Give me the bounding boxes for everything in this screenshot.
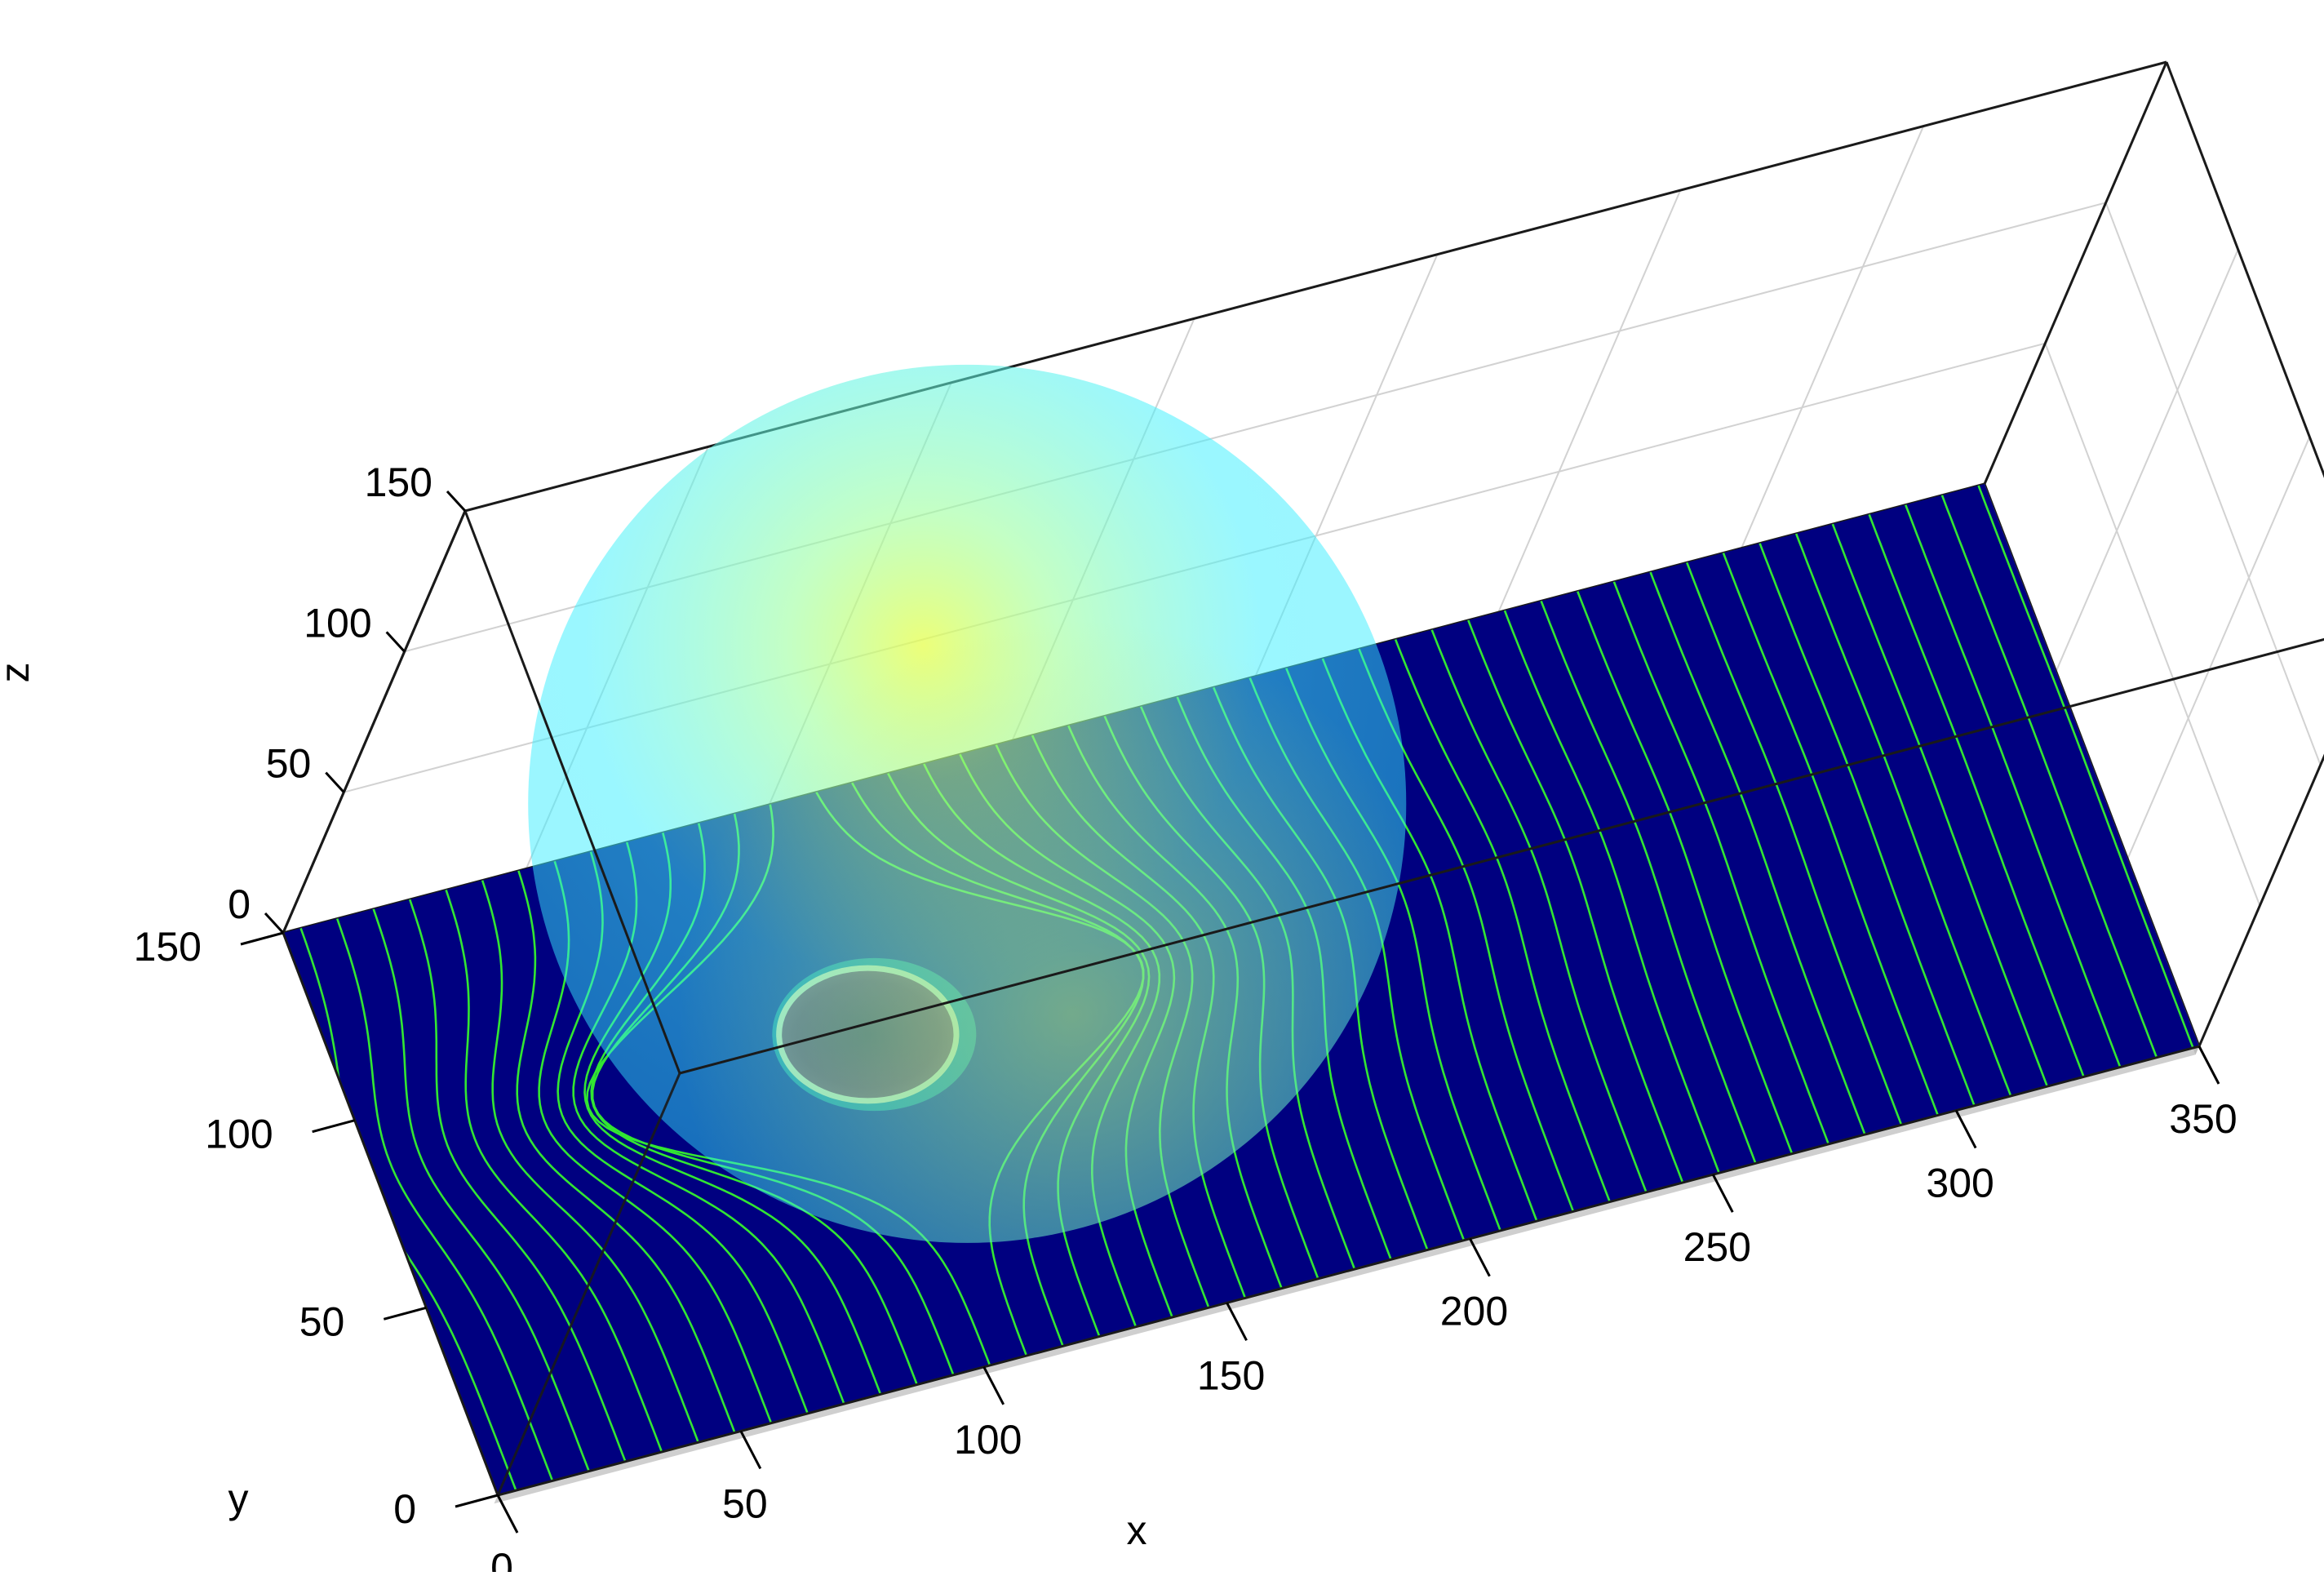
z-tick: [385, 631, 406, 653]
streamline: [516, 870, 736, 1433]
x-tick: [2198, 1045, 2220, 1085]
x-tick: [1954, 1109, 1977, 1149]
streamline: [1868, 513, 2085, 1077]
x-tick-label: 250: [1683, 1224, 1751, 1270]
x-tick-label: 50: [722, 1481, 768, 1526]
y-tick-label: 0: [393, 1486, 416, 1532]
streamline: [408, 899, 627, 1463]
grid-line: [2055, 249, 2239, 673]
floor-edge: [494, 1046, 2199, 1504]
front-box-edges: [282, 510, 2324, 1497]
y-tick-label: 50: [299, 1299, 345, 1344]
box-edge: [497, 1045, 2200, 1497]
x-tick: [496, 1494, 519, 1534]
z-tick: [446, 490, 467, 513]
y-tick-label: 150: [134, 924, 202, 970]
streamline: [1831, 523, 2049, 1087]
streamline: [481, 880, 699, 1443]
axis-ticks: 0 50 100 150 200 250 300 350 0 50 100 150 0 50 100 150: [134, 459, 2238, 1576]
grid-line: [1497, 189, 1682, 613]
grid-line: [2166, 61, 2324, 477]
x-tick: [1226, 1302, 1248, 1341]
box-edge: [282, 510, 467, 934]
x-tick-label: 300: [1926, 1161, 1994, 1206]
x-tick-label: 0: [490, 1545, 513, 1572]
box-edge: [2165, 61, 2324, 478]
streamline: [1577, 591, 1794, 1155]
streamline: [1649, 571, 1866, 1135]
x-tick: [1711, 1174, 1734, 1213]
y-tick-label: 100: [205, 1112, 273, 1157]
streamline: [1467, 619, 1684, 1183]
streamline: [1940, 495, 2158, 1059]
sphere-surface: [528, 364, 1407, 1243]
z-tick: [325, 771, 345, 793]
z-tick-label: 0: [228, 881, 251, 927]
box-edge: [463, 510, 681, 1074]
box-edge: [2198, 753, 2324, 1047]
streamline: [372, 908, 590, 1472]
sphere-shading: [528, 364, 1407, 1243]
z-tick-label: 150: [365, 459, 432, 505]
y-axis-label: y: [228, 1476, 249, 1521]
y-tick: [455, 1494, 499, 1508]
streamline: [1503, 610, 1720, 1174]
x-tick-label: 150: [1197, 1352, 1265, 1398]
box-edge: [496, 1072, 681, 1496]
x-tick: [1469, 1238, 1491, 1277]
grid-line: [2044, 343, 2261, 907]
z-tick-label: 100: [304, 600, 371, 646]
box-edge: [679, 637, 2324, 1075]
streamline: [1394, 638, 1611, 1202]
z-tick-label: 50: [266, 741, 312, 787]
streamline: [1685, 562, 1903, 1125]
y-tick: [312, 1119, 356, 1134]
z-tick: [264, 912, 285, 935]
streamline: [1794, 533, 2012, 1097]
streamline: [1540, 600, 1757, 1164]
x-tick-label: 100: [954, 1417, 1022, 1463]
box-edge: [1983, 61, 2168, 485]
streamline: [1430, 629, 1648, 1193]
streamline: [1612, 581, 1830, 1145]
streamline: [1904, 504, 2122, 1068]
z-axis-label: z: [0, 663, 38, 683]
grid-line: [2104, 202, 2322, 766]
x-tick: [739, 1430, 762, 1470]
x-axis-label: x: [1127, 1507, 1147, 1553]
streamline: [1759, 543, 1976, 1107]
box-edge: [282, 932, 499, 1496]
streamline: [1977, 485, 2194, 1049]
streamline: [335, 918, 554, 1481]
y-tick: [240, 931, 284, 946]
axis-labels: x y z: [0, 663, 1147, 1554]
x-tick-label: 350: [2169, 1096, 2237, 1142]
streamline: [445, 889, 663, 1453]
grid-line: [2127, 436, 2311, 859]
streamline: [1722, 552, 1940, 1116]
x-tick: [982, 1366, 1005, 1405]
grid-line: [2198, 754, 2324, 1047]
y-tick: [383, 1306, 427, 1321]
x-tick-label: 200: [1440, 1289, 1508, 1334]
grid-line: [1741, 126, 1925, 548]
